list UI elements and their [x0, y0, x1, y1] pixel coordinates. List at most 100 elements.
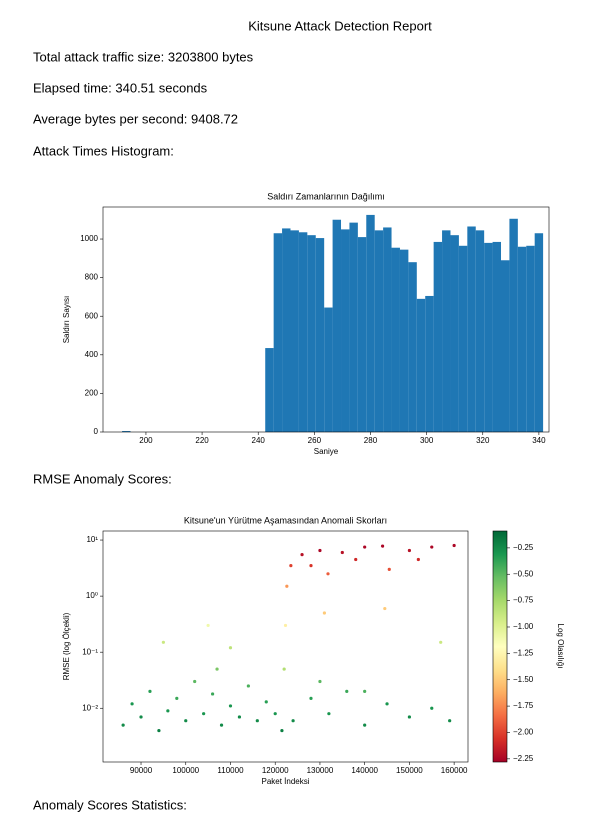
- x-tick-label: 140000: [351, 766, 378, 775]
- bar: [332, 219, 342, 432]
- bar: [450, 235, 459, 432]
- colorbar-label: Log Olasılığı: [556, 624, 565, 669]
- point: [430, 545, 434, 549]
- x-tick-label: 340: [532, 436, 546, 445]
- colorbar-tick-label: −2.25: [513, 754, 534, 763]
- point: [448, 719, 452, 723]
- point: [289, 564, 293, 568]
- point: [255, 719, 259, 723]
- bar: [273, 233, 283, 432]
- section-heading: Attack Times Histogram:: [33, 143, 174, 158]
- y-tick-label: 10¹: [86, 535, 98, 544]
- x-tick-label: 240: [252, 436, 266, 445]
- colorbar-tick-label: −2.00: [513, 728, 534, 737]
- point: [139, 715, 143, 719]
- colorbar: [492, 530, 508, 763]
- colorbar-tick-label: −0.25: [513, 543, 534, 552]
- point: [318, 548, 322, 553]
- x-tick-label: 90000: [130, 766, 153, 775]
- bar: [290, 230, 299, 432]
- colorbar-tick-label: −1.00: [513, 622, 534, 631]
- bar: [366, 214, 375, 432]
- point: [202, 712, 206, 716]
- bar: [433, 241, 443, 432]
- bar: [408, 262, 417, 432]
- section-heading: RMSE Anomaly Scores:: [33, 471, 172, 486]
- point: [416, 557, 420, 562]
- x-tick-label: 130000: [307, 766, 334, 775]
- stat-line: Elapsed time: 340.51 seconds: [33, 80, 208, 95]
- point: [206, 623, 210, 628]
- bar: [374, 230, 384, 432]
- point: [363, 723, 367, 727]
- bar: [315, 238, 325, 432]
- point: [380, 544, 385, 548]
- bar: [509, 218, 518, 432]
- bar: [458, 245, 468, 432]
- bar: [526, 245, 535, 432]
- bar: [517, 246, 527, 432]
- bar: [307, 235, 316, 432]
- bar: [416, 298, 426, 432]
- y-tick-label: 10⁻¹: [82, 647, 98, 656]
- y-tick-label: 600: [85, 311, 99, 320]
- bar: [425, 295, 434, 432]
- point: [161, 640, 165, 644]
- y-axis-label: RMSE (log Ölçekli): [62, 612, 71, 680]
- point: [291, 719, 295, 723]
- x-tick-label: 220: [195, 436, 209, 445]
- x-tick-label: 100000: [172, 766, 199, 775]
- bar: [383, 227, 392, 432]
- x-axis-label: Saniye: [314, 447, 339, 456]
- point: [300, 553, 304, 557]
- point: [219, 723, 224, 727]
- x-tick-label: 280: [364, 436, 378, 445]
- section-heading: Anomaly Scores Statistics:: [33, 797, 187, 812]
- bar: [122, 431, 131, 432]
- y-tick-label: 10⁰: [86, 591, 98, 600]
- point: [309, 696, 313, 700]
- point: [246, 684, 250, 688]
- bar: [492, 241, 502, 432]
- y-tick-label: 1000: [80, 234, 98, 243]
- point: [327, 712, 331, 716]
- bar: [324, 307, 333, 432]
- x-tick-label: 260: [308, 436, 322, 445]
- y-tick-label: 200: [85, 389, 99, 398]
- bar: [467, 226, 476, 432]
- x-tick-label: 110000: [217, 766, 244, 775]
- x-tick-label: 160000: [441, 766, 468, 775]
- x-axis-label: Paket İndeksi: [261, 777, 309, 786]
- point: [121, 723, 125, 727]
- point: [273, 712, 277, 716]
- stat-line: Average bytes per second: 9408.72: [33, 111, 238, 126]
- bar: [475, 230, 485, 432]
- colorbar-tick-label: −1.50: [513, 675, 534, 684]
- y-tick-label: 0: [94, 427, 99, 436]
- point: [407, 548, 412, 553]
- y-tick-label: 10⁻²: [82, 703, 98, 712]
- point: [285, 584, 289, 588]
- report-title: Kitsune Attack Detection Report: [248, 18, 432, 33]
- point: [210, 692, 215, 696]
- point: [283, 623, 288, 628]
- y-axis-label: Saldırı Sayısı: [62, 296, 71, 344]
- bar: [341, 229, 350, 432]
- bar: [534, 233, 544, 432]
- point: [309, 564, 313, 568]
- chart-title: Saldırı Zamanlarının Dağılımı: [267, 191, 385, 201]
- point: [430, 706, 434, 710]
- bar: [442, 230, 451, 432]
- bar: [349, 222, 358, 432]
- point: [452, 543, 456, 548]
- bar: [282, 228, 291, 432]
- point: [354, 557, 358, 562]
- x-tick-label: 200: [139, 436, 153, 445]
- point: [326, 572, 330, 576]
- chart-title: Kitsune'un Yürütme Aşamasından Anomali S…: [184, 515, 387, 525]
- point: [237, 715, 242, 719]
- point: [387, 567, 391, 571]
- plot-frame: [102, 206, 550, 433]
- point: [280, 728, 284, 733]
